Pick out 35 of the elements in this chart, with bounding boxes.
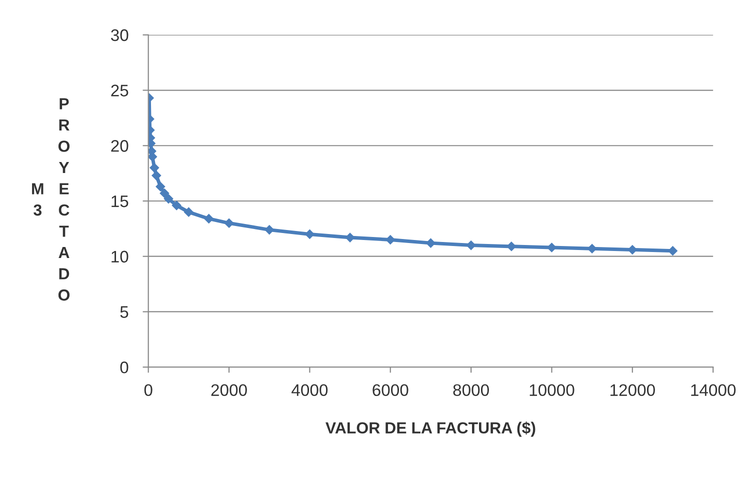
y-tick-label: 20 bbox=[111, 140, 128, 152]
x-tick-label: 12000 bbox=[610, 384, 655, 396]
y-tick-label: 0 bbox=[120, 362, 128, 374]
y-tick-label: 15 bbox=[112, 196, 128, 208]
text: M3 PROYECTADO bbox=[32, 98, 70, 301]
point bbox=[172, 200, 182, 210]
x-tick-label: 8000 bbox=[453, 384, 489, 396]
x-tick-label: 4000 bbox=[292, 384, 328, 396]
point bbox=[345, 232, 355, 242]
point bbox=[547, 242, 556, 252]
x-axis-title: VALOR DE LA FACTURA ($) bbox=[326, 422, 536, 437]
point bbox=[160, 188, 170, 198]
point bbox=[224, 218, 234, 228]
point bbox=[156, 182, 166, 192]
x-tick-label: 2000 bbox=[211, 384, 247, 396]
x-tick-label: 14000 bbox=[691, 384, 736, 396]
point bbox=[506, 242, 516, 252]
y-tick-label: 10 bbox=[112, 250, 128, 263]
y-tick-label: 5 bbox=[120, 306, 128, 318]
point bbox=[164, 194, 174, 204]
point bbox=[204, 214, 214, 224]
point bbox=[152, 170, 162, 180]
x-tick-label: 6000 bbox=[372, 384, 408, 396]
point bbox=[426, 238, 436, 248]
point bbox=[150, 163, 160, 172]
point bbox=[466, 240, 476, 250]
point bbox=[386, 235, 395, 244]
y-tick-label: 25 bbox=[111, 84, 128, 96]
y-tick-label: 30 bbox=[110, 29, 128, 42]
x-tick-label: 0 bbox=[144, 384, 152, 396]
point bbox=[305, 230, 314, 239]
point bbox=[587, 244, 597, 254]
x-tick-label: 10000 bbox=[530, 384, 574, 396]
point bbox=[264, 225, 274, 234]
point bbox=[184, 207, 194, 217]
